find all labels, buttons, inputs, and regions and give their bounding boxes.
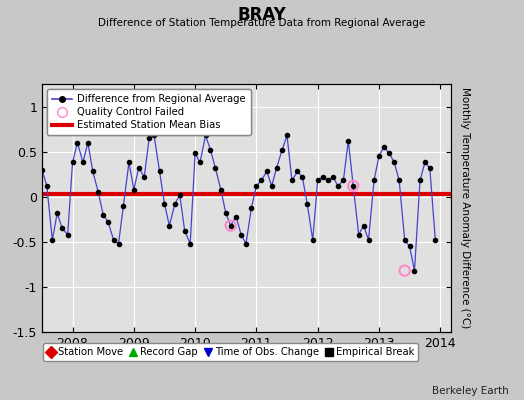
Point: [309, 237, 317, 243]
Point: [416, 177, 424, 184]
Point: [380, 144, 388, 150]
Point: [313, 177, 322, 184]
Point: [298, 174, 307, 180]
Point: [385, 150, 394, 157]
Point: [180, 228, 189, 234]
Point: [349, 183, 357, 189]
Point: [119, 202, 128, 209]
Point: [114, 240, 123, 247]
Legend: Station Move, Record Gap, Time of Obs. Change, Empirical Break: Station Move, Record Gap, Time of Obs. C…: [43, 343, 418, 361]
Point: [349, 183, 357, 189]
Text: BRAY: BRAY: [237, 6, 287, 24]
Point: [129, 186, 138, 193]
Point: [421, 159, 429, 166]
Point: [160, 201, 169, 207]
Point: [329, 174, 337, 180]
Point: [165, 222, 173, 229]
Point: [99, 212, 107, 218]
Point: [339, 177, 347, 184]
Point: [268, 183, 276, 189]
Point: [33, 144, 41, 150]
Point: [89, 168, 97, 175]
Point: [257, 177, 266, 184]
Point: [12, 176, 20, 182]
Point: [334, 183, 342, 189]
Point: [288, 177, 296, 184]
Point: [425, 165, 434, 171]
Point: [17, 135, 26, 141]
Point: [38, 166, 46, 173]
Point: [375, 153, 383, 159]
Point: [237, 232, 245, 238]
Point: [171, 201, 179, 207]
Point: [216, 186, 225, 193]
Point: [252, 183, 260, 189]
Point: [201, 132, 210, 139]
Point: [303, 201, 311, 207]
Point: [395, 177, 403, 184]
Point: [410, 268, 419, 274]
Point: [58, 225, 67, 232]
Point: [145, 135, 154, 141]
Point: [247, 204, 256, 211]
Point: [278, 147, 286, 153]
Point: [319, 174, 327, 180]
Point: [104, 219, 112, 225]
Point: [27, 148, 36, 155]
Point: [359, 222, 368, 229]
Point: [140, 174, 148, 180]
Point: [431, 237, 440, 243]
Point: [355, 232, 363, 238]
Point: [206, 147, 215, 153]
Point: [293, 168, 302, 175]
Point: [79, 159, 87, 166]
Point: [12, 237, 20, 243]
Point: [242, 240, 250, 247]
Point: [125, 159, 133, 166]
Point: [226, 222, 235, 229]
Point: [73, 140, 82, 146]
Point: [263, 168, 271, 175]
Text: Difference of Station Temperature Data from Regional Average: Difference of Station Temperature Data f…: [99, 18, 425, 28]
Point: [94, 189, 103, 196]
Point: [222, 210, 230, 216]
Y-axis label: Monthly Temperature Anomaly Difference (°C): Monthly Temperature Anomaly Difference (…: [460, 87, 470, 329]
Point: [400, 268, 409, 274]
Point: [191, 150, 199, 157]
Point: [232, 213, 241, 220]
Point: [23, 153, 31, 159]
Point: [226, 222, 235, 229]
Point: [196, 159, 204, 166]
Point: [135, 165, 143, 171]
Legend: Difference from Regional Average, Quality Control Failed, Estimated Station Mean: Difference from Regional Average, Qualit…: [47, 89, 250, 135]
Point: [390, 159, 398, 166]
Point: [150, 132, 158, 139]
Point: [63, 232, 72, 238]
Point: [283, 132, 291, 139]
Point: [110, 237, 118, 243]
Point: [211, 165, 220, 171]
Point: [370, 177, 378, 184]
Point: [156, 168, 164, 175]
Point: [186, 240, 194, 247]
Point: [400, 237, 409, 243]
Point: [48, 237, 57, 243]
Point: [364, 237, 373, 243]
Point: [176, 192, 184, 198]
Point: [272, 165, 281, 171]
Point: [344, 138, 353, 144]
Text: Berkeley Earth: Berkeley Earth: [432, 386, 508, 396]
Point: [84, 140, 92, 146]
Point: [42, 183, 51, 189]
Point: [68, 159, 77, 166]
Point: [406, 243, 414, 250]
Point: [53, 210, 61, 216]
Point: [324, 177, 332, 184]
